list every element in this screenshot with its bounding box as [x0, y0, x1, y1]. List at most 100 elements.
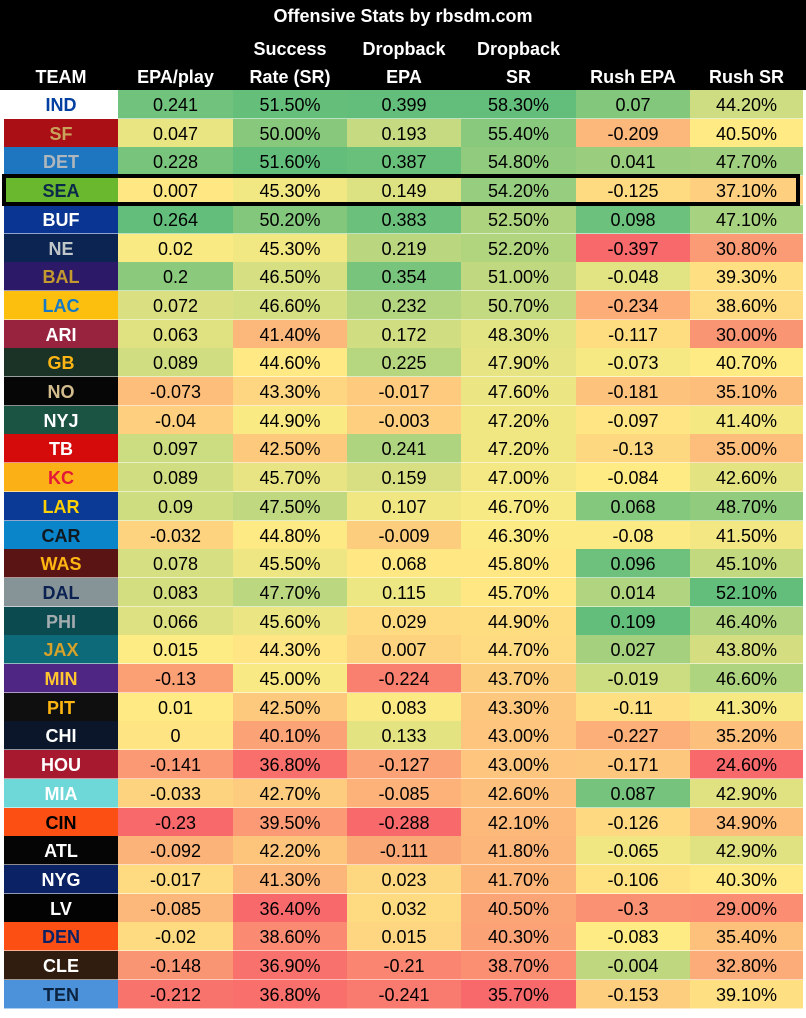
stat-cell-success-rate: 45.50%	[233, 549, 347, 579]
stat-cell-dropback-sr: 47.00%	[461, 463, 576, 493]
stat-cell-dropback-sr: 43.00%	[461, 721, 576, 751]
stat-cell-rush-epa: 0.098	[576, 204, 690, 234]
column-header-dropback-sr: Dropback SR	[461, 33, 576, 91]
stat-cell-success-rate: 51.60%	[233, 147, 347, 177]
stat-cell-dropback-sr: 38.70%	[461, 951, 576, 980]
team-cell: TEN	[4, 979, 118, 1009]
stat-cell-epa-play: 0.015	[118, 635, 233, 665]
stat-cell-dropback-sr: 44.70%	[461, 635, 576, 665]
table-row: PHI 0.066 45.60% 0.029 44.90% 0.109 46.40%	[0, 606, 806, 636]
stat-cell-dropback-sr: 40.30%	[461, 922, 576, 952]
stat-cell-dropback-sr: 44.90%	[461, 606, 576, 636]
team-cell: GB	[4, 348, 118, 378]
stat-cell-dropback-sr: 47.20%	[461, 405, 576, 435]
stat-cell-rush-epa: -0.048	[576, 262, 690, 292]
stat-cell-rush-epa: -0.004	[576, 951, 690, 980]
column-header-line: Rate (SR)	[249, 67, 331, 87]
stat-cell-rush-epa: -0.171	[576, 750, 690, 780]
stat-cell-success-rate: 45.30%	[233, 233, 347, 263]
stat-cell-rush-sr: 35.00%	[690, 434, 803, 464]
table-row: NYJ -0.04 44.90% -0.003 47.20% -0.097 41.40%	[0, 405, 806, 435]
stat-cell-rush-sr: 43.80%	[690, 635, 803, 665]
stat-cell-success-rate: 38.60%	[233, 922, 347, 952]
stat-cell-rush-sr: 41.30%	[690, 692, 803, 722]
stat-cell-epa-play: -0.02	[118, 922, 233, 952]
stat-cell-rush-epa: -0.209	[576, 118, 690, 148]
table-row: NYG -0.017 41.30% 0.023 41.70% -0.106 40.30%	[0, 864, 806, 894]
stat-cell-epa-play: 0.063	[118, 319, 233, 349]
stat-cell-dropback-epa: -0.017	[347, 377, 461, 406]
team-cell: BUF	[4, 204, 118, 234]
stat-cell-epa-play: 0.01	[118, 692, 233, 722]
team-cell: TB	[4, 434, 118, 464]
team-cell: WAS	[4, 549, 118, 579]
stat-cell-rush-sr: 42.90%	[690, 836, 803, 866]
stat-cell-rush-sr: 35.10%	[690, 377, 803, 406]
stat-cell-dropback-epa: 0.007	[347, 635, 461, 665]
stat-cell-dropback-epa: 0.015	[347, 922, 461, 952]
table-row: ARI 0.063 41.40% 0.172 48.30% -0.117 30.00%	[0, 319, 806, 349]
stat-cell-rush-sr: 24.60%	[690, 750, 803, 780]
stat-cell-rush-sr: 35.40%	[690, 922, 803, 952]
stat-cell-rush-epa: -0.08	[576, 520, 690, 550]
stat-cell-epa-play: 0.047	[118, 118, 233, 148]
table-row: MIN -0.13 45.00% -0.224 43.70% -0.019 46.60%	[0, 664, 806, 693]
column-header-team: TEAM	[4, 33, 118, 91]
team-cell: MIA	[4, 778, 118, 808]
stat-cell-dropback-sr: 46.30%	[461, 520, 576, 550]
stat-cell-rush-epa: 0.096	[576, 549, 690, 579]
stat-cell-rush-epa: 0.087	[576, 778, 690, 808]
stat-cell-dropback-sr: 41.80%	[461, 836, 576, 866]
stat-cell-success-rate: 46.50%	[233, 262, 347, 292]
stat-cell-dropback-epa: 0.159	[347, 463, 461, 493]
team-cell: ARI	[4, 319, 118, 349]
table-row: LAR 0.09 47.50% 0.107 46.70% 0.068 48.70%	[0, 491, 806, 521]
stat-cell-success-rate: 43.30%	[233, 377, 347, 406]
stat-cell-rush-epa: -0.084	[576, 463, 690, 493]
stat-cell-success-rate: 41.40%	[233, 319, 347, 349]
stat-cell-rush-sr: 39.10%	[690, 979, 803, 1009]
stat-cell-rush-sr: 47.10%	[690, 204, 803, 234]
stat-cell-rush-epa: -0.227	[576, 721, 690, 751]
stat-cell-dropback-epa: 0.232	[347, 290, 461, 320]
column-header-rush-sr: Rush SR	[690, 33, 803, 91]
team-cell: KC	[4, 463, 118, 493]
stat-cell-dropback-epa: -0.21	[347, 951, 461, 980]
team-cell: DEN	[4, 922, 118, 952]
stat-cell-dropback-epa: -0.085	[347, 778, 461, 808]
stat-cell-success-rate: 45.00%	[233, 664, 347, 693]
stat-cell-rush-epa: -0.073	[576, 348, 690, 378]
stat-cell-epa-play: 0	[118, 721, 233, 751]
stat-cell-rush-sr: 46.60%	[690, 664, 803, 693]
stat-cell-epa-play: -0.092	[118, 836, 233, 866]
table-row: DET 0.228 51.60% 0.387 54.80% 0.041 47.70%	[0, 147, 806, 177]
stat-cell-success-rate: 42.50%	[233, 434, 347, 464]
stat-cell-dropback-sr: 51.00%	[461, 262, 576, 292]
team-cell: LAC	[4, 290, 118, 320]
stat-cell-rush-sr: 46.40%	[690, 606, 803, 636]
stat-cell-epa-play: -0.04	[118, 405, 233, 435]
stat-cell-rush-epa: 0.014	[576, 577, 690, 607]
stat-cell-dropback-epa: 0.383	[347, 204, 461, 234]
table-row: KC 0.089 45.70% 0.159 47.00% -0.084 42.60%	[0, 463, 806, 493]
stat-cell-rush-epa: -0.13	[576, 434, 690, 464]
column-header-epa-play: EPA/play	[118, 33, 233, 91]
stat-cell-dropback-sr: 45.70%	[461, 577, 576, 607]
stat-cell-dropback-epa: 0.023	[347, 864, 461, 894]
column-header-line: Dropback	[476, 39, 561, 59]
stat-cell-rush-sr: 38.60%	[690, 290, 803, 320]
table-row: LV -0.085 36.40% 0.032 40.50% -0.3 29.00%	[0, 893, 806, 923]
stat-cell-dropback-sr: 43.30%	[461, 692, 576, 722]
team-cell: ATL	[4, 836, 118, 866]
stat-cell-rush-epa: -0.065	[576, 836, 690, 866]
stat-cell-dropback-epa: 0.115	[347, 577, 461, 607]
stat-cell-dropback-sr: 41.70%	[461, 864, 576, 894]
stat-cell-rush-epa: 0.041	[576, 147, 690, 177]
team-cell: CHI	[4, 721, 118, 751]
table-row: BAL 0.2 46.50% 0.354 51.00% -0.048 39.30%	[0, 262, 806, 292]
team-cell: SF	[4, 118, 118, 148]
stat-cell-rush-epa: -0.097	[576, 405, 690, 435]
stat-cell-dropback-sr: 50.70%	[461, 290, 576, 320]
stat-cell-success-rate: 42.20%	[233, 836, 347, 866]
column-header-rush-epa: Rush EPA	[576, 33, 690, 91]
